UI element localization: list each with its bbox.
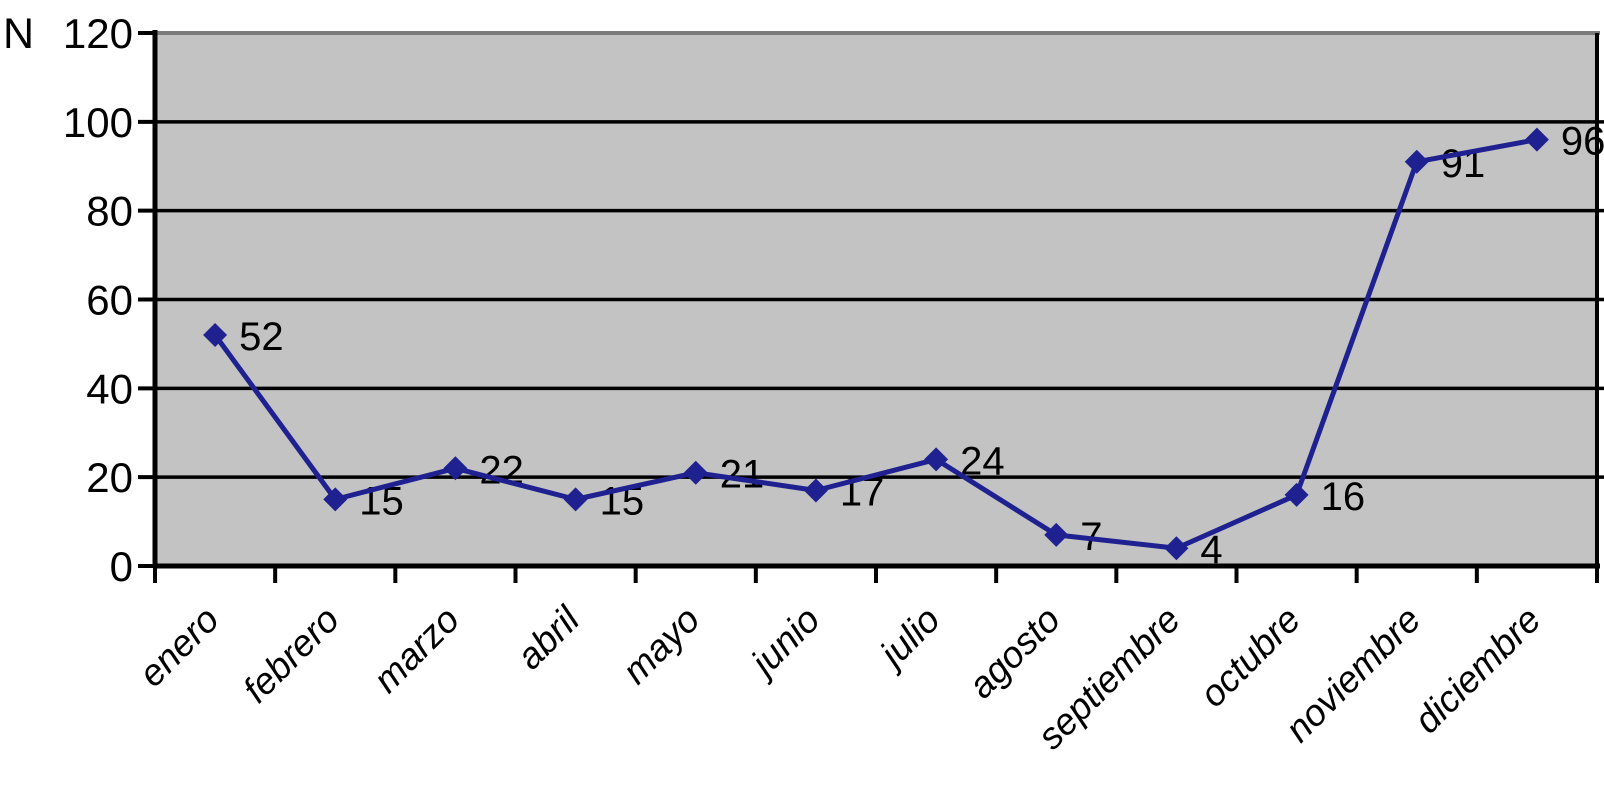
x-tick-label: mayo — [614, 599, 707, 692]
data-point-marker — [443, 456, 468, 481]
data-point-marker — [1404, 149, 1429, 174]
y-tick-label: 0 — [110, 543, 133, 590]
data-point-marker — [803, 478, 828, 503]
data-point-label: 21 — [720, 453, 765, 497]
data-point-marker — [1524, 127, 1549, 152]
x-tick-label: octubre — [1192, 599, 1308, 715]
data-point-marker — [1164, 536, 1189, 561]
data-point-marker — [203, 323, 228, 348]
y-tick-label: 120 — [63, 10, 133, 57]
data-point-marker — [924, 447, 949, 472]
x-tick-label: agosto — [960, 599, 1068, 707]
data-point-label: 4 — [1200, 528, 1222, 572]
y-tick-label: 100 — [63, 99, 133, 146]
data-point-marker — [1284, 482, 1309, 507]
data-point-marker — [323, 487, 348, 512]
y-axis-title: N — [3, 10, 34, 58]
data-point-label: 52 — [239, 315, 283, 359]
x-tick-label: marzo — [365, 599, 467, 701]
data-point-label: 24 — [960, 439, 1005, 483]
x-tick-label: enero — [131, 599, 227, 695]
y-tick-label: 60 — [86, 277, 133, 324]
x-tick-label: diciembre — [1406, 599, 1548, 741]
series-line — [213, 137, 1538, 551]
data-point-marker — [683, 460, 708, 485]
x-tick-label: abril — [509, 597, 589, 677]
data-point-label: 16 — [1321, 475, 1366, 519]
y-tick-label: 80 — [86, 188, 133, 235]
x-tick-label: julio — [869, 599, 948, 678]
y-tick-label: 40 — [86, 365, 133, 412]
x-tick-label: junio — [740, 599, 828, 687]
y-tick-label: 20 — [86, 454, 133, 501]
data-point-marker — [1044, 522, 1069, 547]
data-point-label: 96 — [1561, 120, 1604, 164]
x-tick-label: febrero — [235, 599, 347, 711]
data-point-marker — [563, 487, 588, 512]
